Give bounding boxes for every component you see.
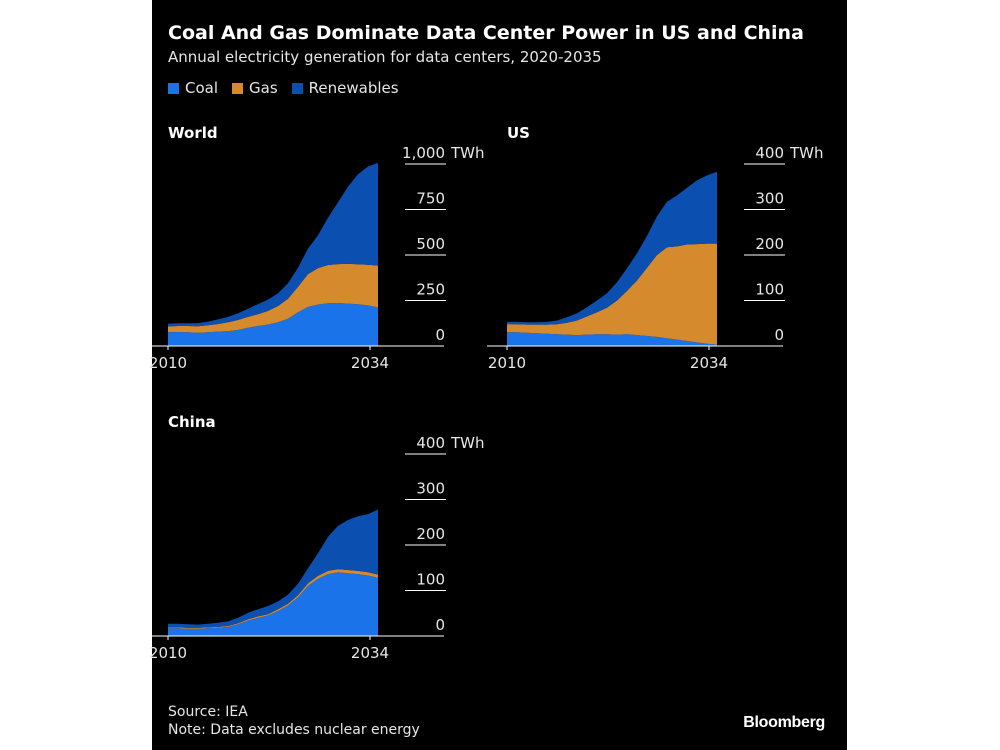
footnote: Note: Data excludes nuclear energy — [168, 722, 420, 738]
us-renewables-area — [507, 171, 717, 325]
legend-label-gas: Gas — [249, 79, 278, 97]
world-area-chart: 0 250 500 750 1,000 TWh 2010 2034 — [148, 144, 485, 372]
china-y-tick-label: 0 — [435, 616, 445, 634]
legend-item-renewables: Renewables — [291, 79, 399, 97]
us-y-tick-label: 300 — [755, 190, 784, 208]
world-x-tick-label: 2010 — [149, 354, 187, 372]
us-y-tick-label: 200 — [755, 235, 784, 253]
us-y-tick-label: 0 — [774, 326, 784, 344]
panel-title-us: US — [507, 124, 530, 142]
china-y-unit: TWh — [450, 434, 485, 452]
china-y-tick-label: 400 — [416, 434, 445, 452]
panel-title-world: World — [168, 124, 218, 142]
chart-card: Coal And Gas Dominate Data Center Power … — [148, 0, 847, 750]
chart-title: Coal And Gas Dominate Data Center Power … — [168, 22, 804, 44]
world-coal-area — [168, 303, 378, 346]
legend-item-coal: Coal — [168, 79, 218, 97]
world-y-tick-label: 500 — [416, 235, 445, 253]
us-gas-area — [507, 243, 717, 345]
legend-label-coal: Coal — [185, 79, 219, 97]
us-x-tick-label: 2010 — [488, 354, 526, 372]
us-y-unit: TWh — [789, 144, 824, 162]
chart-subtitle: Annual electricity generation for data c… — [168, 48, 602, 66]
china-x-tick-label: 2010 — [149, 644, 187, 662]
china-renewables-area — [168, 509, 378, 628]
china-y-tick-label: 300 — [416, 480, 445, 498]
us-y-tick-label: 100 — [755, 281, 784, 299]
legend-label-renewables: Renewables — [308, 79, 399, 97]
world-y-tick-label: 750 — [416, 190, 445, 208]
us-x-tick-label: 2034 — [690, 354, 728, 372]
bloomberg-logo: Bloomberg — [743, 714, 825, 731]
china-y-tick-label: 100 — [416, 571, 445, 589]
china-x-tick-label: 2034 — [351, 644, 389, 662]
world-x-tick-label: 2034 — [351, 354, 389, 372]
legend-swatch-renewables — [291, 82, 303, 94]
world-y-unit: TWh — [450, 144, 485, 162]
us-y-tick-label: 400 — [755, 144, 784, 162]
legend-item-gas: Gas — [232, 79, 278, 97]
world-y-tick-label: 0 — [435, 326, 445, 344]
us-coal-area — [507, 332, 717, 346]
legend-swatch-gas — [232, 82, 244, 94]
us-area-chart: 0 100 200 300 400 TWh 2010 2034 — [487, 144, 824, 372]
world-gas-area — [168, 263, 378, 333]
world-y-tick-label: 250 — [416, 281, 445, 299]
legend: Coal Gas Renewables — [168, 79, 399, 97]
legend-swatch-coal — [168, 82, 179, 94]
panel-title-china: China — [168, 413, 216, 431]
china-coal-area — [168, 572, 378, 636]
world-y-tick-label: 1,000 — [402, 144, 445, 162]
world-renewables-area — [168, 162, 378, 327]
china-area-chart: 0 100 200 300 400 TWh 2010 2034 — [148, 434, 485, 662]
china-y-tick-label: 200 — [416, 525, 445, 543]
source-note: Source: IEA — [168, 704, 248, 720]
